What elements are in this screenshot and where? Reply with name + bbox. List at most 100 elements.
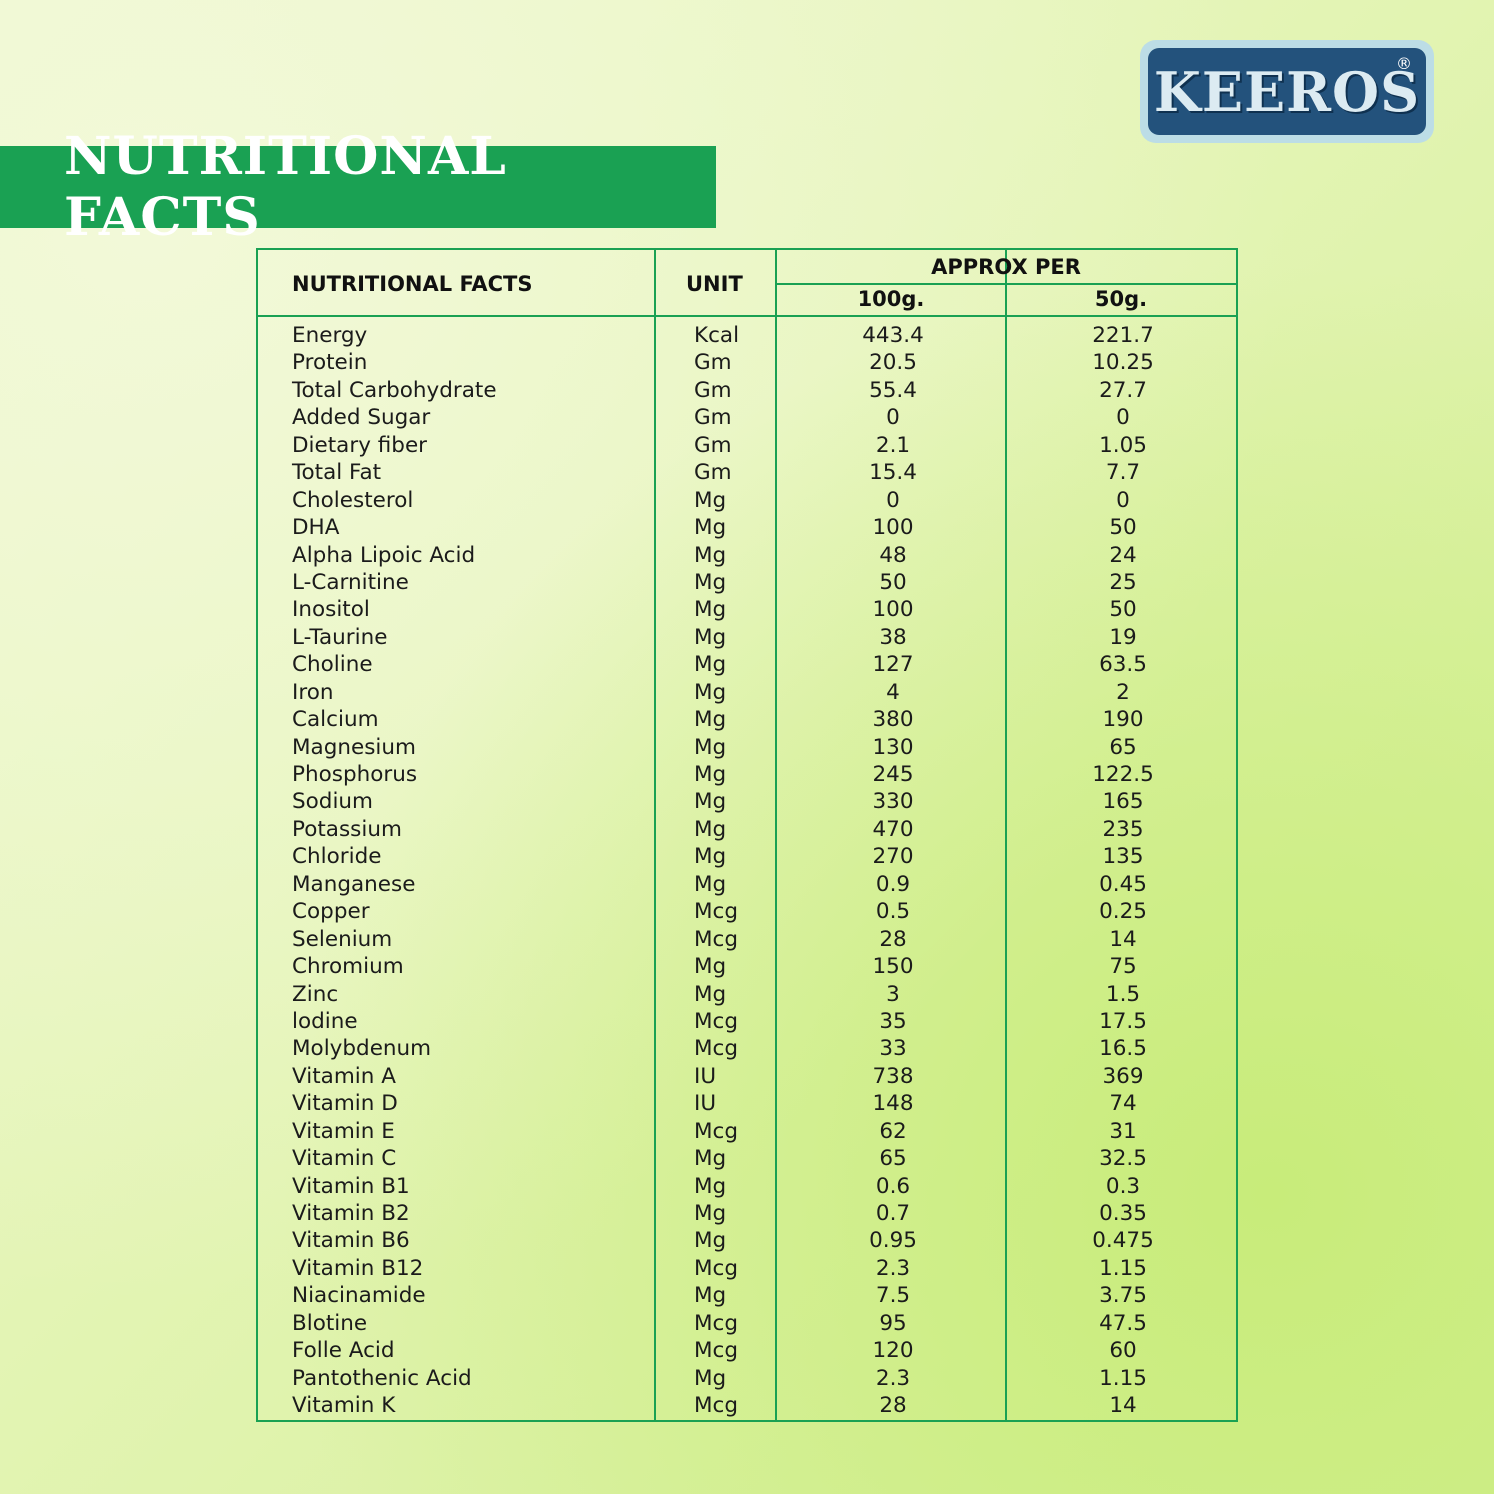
nutrient-unit: IU <box>694 1091 717 1117</box>
nutrient-name: Choline <box>292 652 373 678</box>
table-row: Total Carbohydrate Gm 55.4 27.7 <box>258 377 1236 404</box>
table-row: Zinc Mg 3 1.5 <box>258 981 1236 1008</box>
nutrient-unit: Gm <box>694 432 732 458</box>
value-50g: 16.5 <box>1099 1036 1147 1062</box>
nutrient-name: Chloride <box>292 844 382 870</box>
table-row: Added Sugar Gm 0 0 <box>258 404 1236 431</box>
nutrient-unit: Mg <box>694 762 727 787</box>
value-50g: 32.5 <box>1099 1146 1147 1172</box>
table-row: Chloride Mg 270 135 <box>258 843 1236 870</box>
nutrient-name: DHA <box>292 515 340 541</box>
value-50g: 14 <box>1109 926 1137 952</box>
nutrient-unit: Mcg <box>694 1310 739 1336</box>
value-50g: 17.5 <box>1099 1008 1147 1034</box>
nutrient-unit: Mg <box>694 542 727 568</box>
value-50g: 1.5 <box>1105 981 1141 1007</box>
value-100g: 7.5 <box>875 1283 911 1309</box>
divider-approx <box>777 283 1236 285</box>
table-row: Vitamin B1 Mg 0.6 0.3 <box>258 1173 1236 1200</box>
page-title: NUTRITIONAL FACTS <box>64 126 507 248</box>
value-50g: 235 <box>1102 816 1144 842</box>
nutrient-unit: Gm <box>694 350 732 376</box>
value-100g: 2.1 <box>875 432 911 458</box>
nutrient-name: Energy <box>292 323 368 348</box>
value-50g: 24 <box>1109 542 1137 568</box>
value-100g: 62 <box>879 1118 907 1144</box>
nutrient-name: Calcium <box>292 707 379 733</box>
table-row: Vitamin K Mcg 28 14 <box>258 1392 1236 1419</box>
value-100g: 0 <box>886 405 900 431</box>
table-row: Chromium Mg 150 75 <box>258 953 1236 980</box>
value-100g: 55.4 <box>869 377 917 403</box>
nutrient-unit: Mg <box>694 1173 727 1199</box>
brand-logo-text: KEEROS <box>1153 59 1421 124</box>
value-100g: 738 <box>872 1063 914 1089</box>
value-100g: 0.6 <box>875 1173 911 1199</box>
nutrient-name: Blotine <box>292 1310 368 1336</box>
table-row: Total Fat Gm 15.4 7.7 <box>258 459 1236 486</box>
nutrient-name: Vitamin E <box>292 1118 395 1144</box>
table-row: Vitamin E Mcg 62 31 <box>258 1118 1236 1145</box>
divider-unit <box>654 250 656 1420</box>
nutrient-name: Vitamin A <box>292 1063 396 1089</box>
table-row: Vitamin D IU 148 74 <box>258 1090 1236 1117</box>
table-row: DHA Mg 100 50 <box>258 514 1236 541</box>
table-row: Dietary fiber Gm 2.1 1.05 <box>258 432 1236 459</box>
value-100g: 2.3 <box>875 1365 911 1391</box>
table-row: Choline Mg 127 63.5 <box>258 651 1236 678</box>
nutrient-name: lodine <box>292 1008 358 1034</box>
nutrient-name: Total Carbohydrate <box>292 377 497 403</box>
nutrient-unit: Mg <box>694 981 727 1007</box>
nutrient-unit: Mg <box>694 954 727 980</box>
value-50g: 25 <box>1109 569 1137 595</box>
value-50g: 50 <box>1109 515 1137 541</box>
table-row: Sodium Mg 330 165 <box>258 788 1236 815</box>
nutrient-unit: Mg <box>694 844 727 870</box>
brand-logo-badge: KEEROS ® <box>1148 48 1426 135</box>
nutrient-unit: Mg <box>694 652 727 678</box>
value-100g: 443.4 <box>862 323 924 348</box>
nutrient-unit: Mcg <box>694 1008 739 1034</box>
nutrient-unit: Mcg <box>694 899 739 925</box>
nutrient-unit: Mg <box>694 1146 727 1172</box>
nutrient-unit: Mg <box>694 679 727 705</box>
nutrient-name: Selenium <box>292 926 393 952</box>
header-100g: 100g. <box>857 287 925 311</box>
divider-header <box>258 315 1236 317</box>
value-50g: 63.5 <box>1099 652 1147 678</box>
nutrient-unit: Mg <box>694 597 727 623</box>
nutrient-unit: Gm <box>694 405 732 431</box>
value-50g: 14 <box>1109 1393 1137 1419</box>
value-100g: 0.7 <box>875 1201 911 1226</box>
table-row: Copper Mcg 0.5 0.25 <box>258 898 1236 925</box>
nutrient-unit: Mcg <box>694 1393 739 1419</box>
nutrient-name: Copper <box>292 899 370 925</box>
table-row: Vitamin B12 Mcg 2.3 1.15 <box>258 1255 1236 1282</box>
value-50g: 65 <box>1109 734 1137 760</box>
nutrient-name: L-Taurine <box>292 624 388 650</box>
nutrient-unit: Mg <box>694 487 727 513</box>
nutrient-name: Iron <box>292 679 334 705</box>
nutrient-unit: Mcg <box>694 1118 739 1144</box>
value-50g: 2 <box>1116 679 1130 705</box>
table-row: Phosphorus Mg 245 122.5 <box>258 761 1236 788</box>
value-100g: 120 <box>872 1338 914 1364</box>
nutrient-name: Manganese <box>292 871 416 897</box>
value-100g: 95 <box>879 1310 907 1336</box>
table-row: Protein Gm 20.5 10.25 <box>258 349 1236 376</box>
nutrient-name: Sodium <box>292 789 373 815</box>
value-50g: 19 <box>1109 624 1137 650</box>
value-50g: 47.5 <box>1099 1310 1147 1336</box>
value-50g: 10.25 <box>1092 350 1154 376</box>
nutrient-unit: Mg <box>694 789 727 815</box>
nutrient-unit: Mg <box>694 707 727 733</box>
table-row: Vitamin B2 Mg 0.7 0.35 <box>258 1200 1236 1227</box>
table-row: Potassium Mg 470 235 <box>258 816 1236 843</box>
value-50g: 369 <box>1102 1063 1144 1089</box>
value-100g: 20.5 <box>869 350 917 376</box>
nutrient-unit: Mg <box>694 1283 727 1309</box>
table-row: L-Taurine Mg 38 19 <box>258 624 1236 651</box>
value-100g: 270 <box>872 844 914 870</box>
table-row: Magnesium Mg 130 65 <box>258 734 1236 761</box>
header-unit: UNIT <box>686 272 743 296</box>
